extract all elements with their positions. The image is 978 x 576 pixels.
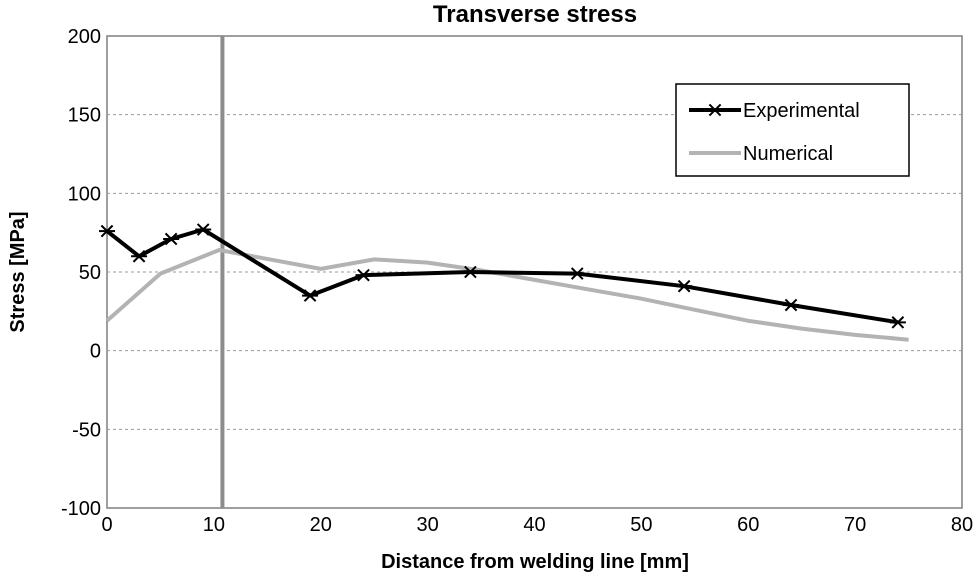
experimental-point — [569, 267, 586, 280]
y-tick-label: 150 — [68, 105, 101, 127]
marker-stroke — [357, 268, 370, 282]
marker-stroke — [784, 298, 798, 312]
experimental-point — [355, 268, 372, 282]
chart-title: Transverse stress — [433, 1, 637, 28]
experimental-point — [99, 224, 115, 238]
legend-experimental-marker — [707, 103, 723, 117]
y-tick-label: 0 — [90, 341, 101, 363]
experimental-point — [889, 316, 906, 329]
legend-asterisk — [707, 103, 723, 117]
marker-stroke — [164, 232, 178, 246]
legend-experimental-label: Experimental — [743, 100, 860, 122]
marker-stroke — [196, 223, 210, 236]
series-layer — [99, 223, 909, 342]
y-axis-label: Stress [MPa] — [7, 211, 29, 332]
marker-stroke — [100, 224, 114, 238]
x-tick-label: 50 — [630, 514, 652, 536]
y-tick-label: 50 — [79, 262, 101, 284]
y-axis-ticks: 200 150 100 50 0 -50 -100 — [61, 26, 101, 520]
y-tick-label: 200 — [68, 26, 101, 48]
experimental-point — [676, 279, 693, 293]
marker-stroke — [132, 249, 146, 263]
y-tick-label: 100 — [68, 183, 101, 205]
legend-box — [675, 83, 910, 177]
legend: Experimental Numerical — [675, 83, 910, 177]
x-axis-label: Distance from welding line [mm] — [381, 551, 689, 573]
x-tick-label: 10 — [203, 514, 225, 536]
marker-stroke — [677, 279, 691, 293]
x-tick-label: 60 — [737, 514, 759, 536]
y-tick-label: -50 — [72, 419, 101, 441]
x-tick-label: 20 — [310, 514, 332, 536]
experimental-point — [195, 223, 212, 236]
numerical-series-line — [105, 248, 909, 342]
experimental-point — [131, 249, 148, 263]
marker-stroke — [464, 265, 477, 279]
y-tick-label: -100 — [61, 498, 101, 520]
marker-stroke — [303, 289, 317, 302]
x-tick-label: 0 — [101, 514, 112, 536]
marker-stroke — [570, 267, 584, 280]
x-axis-ticks: 0 10 20 30 40 50 60 70 80 — [101, 514, 973, 536]
experimental-point — [462, 265, 479, 279]
x-tick-label: 40 — [523, 514, 545, 536]
marker-stroke — [891, 316, 905, 329]
x-tick-label: 80 — [951, 514, 973, 536]
marker-stroke — [708, 103, 722, 117]
legend-numerical-label: Numerical — [743, 143, 833, 165]
x-tick-label: 30 — [417, 514, 439, 536]
experimental-point — [302, 289, 319, 302]
experimental-point — [783, 298, 799, 312]
experimental-point — [163, 232, 180, 246]
x-tick-label: 70 — [844, 514, 866, 536]
